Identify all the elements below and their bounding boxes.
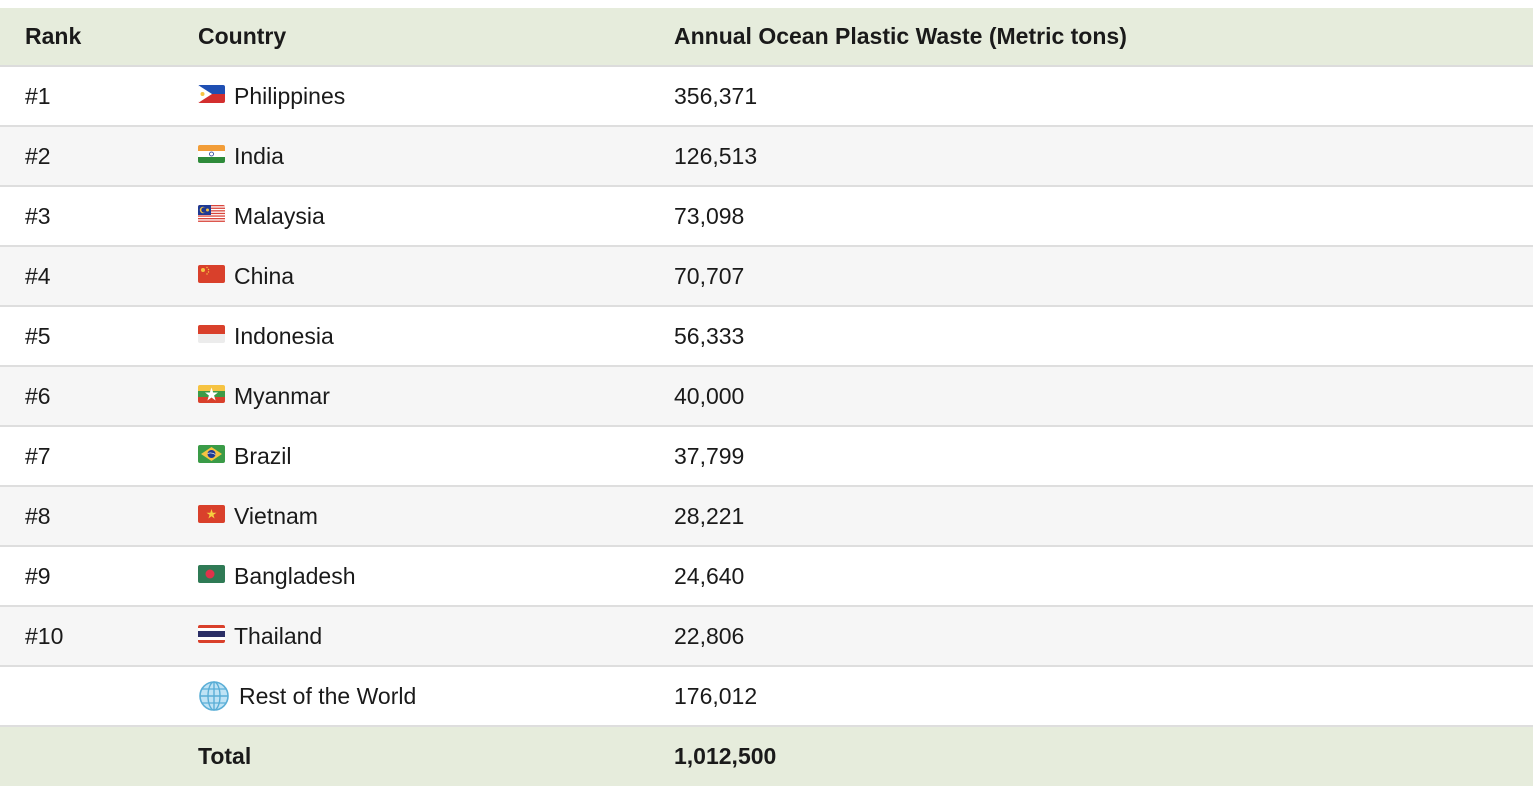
rank-cell: #6 — [25, 382, 51, 409]
table-row: #6 Myanmar 40,000 — [0, 367, 1533, 427]
value-cell: 24,640 — [674, 562, 745, 589]
ocean-plastic-table: Rank Country Annual Ocean Plastic Waste … — [0, 8, 1533, 786]
country-name: India — [234, 142, 284, 169]
value-cell: 22,806 — [674, 622, 745, 649]
country-cell: Malaysia — [172, 203, 648, 230]
column-header-rank: Rank — [25, 23, 82, 49]
table-row: #2 India 126,513 — [0, 127, 1533, 187]
value-cell: 28,221 — [674, 502, 745, 529]
globe-icon — [198, 680, 230, 712]
total-label: Total — [198, 743, 252, 769]
country-cell: Rest of the World — [172, 680, 648, 712]
value-cell: 176,012 — [674, 682, 758, 709]
rank-cell: #5 — [25, 322, 51, 349]
table-row: #8 Vietnam 28,221 — [0, 487, 1533, 547]
country-cell: China — [172, 263, 648, 290]
value-cell: 40,000 — [674, 382, 745, 409]
rank-cell: #2 — [25, 142, 51, 169]
table-header: Rank Country Annual Ocean Plastic Waste … — [0, 8, 1533, 67]
table-row: #3 Malaysia 73,0 — [0, 187, 1533, 247]
philippines-flag-icon — [198, 85, 225, 103]
country-name: Rest of the World — [239, 682, 417, 709]
value-cell: 356,371 — [674, 82, 758, 109]
country-cell: Philippines — [172, 83, 648, 110]
country-name: China — [234, 262, 295, 289]
malaysia-flag-icon — [198, 205, 225, 223]
country-name: Indonesia — [234, 322, 334, 349]
country-name: Philippines — [234, 82, 346, 109]
country-name: Thailand — [234, 622, 323, 649]
country-name: Bangladesh — [234, 562, 356, 589]
country-name: Myanmar — [234, 382, 330, 409]
table-row: #5 Indonesia 56,333 — [0, 307, 1533, 367]
rank-cell: #10 — [25, 622, 64, 649]
rank-cell: #1 — [25, 82, 51, 109]
country-cell: Thailand — [172, 623, 648, 650]
country-name: Vietnam — [234, 502, 318, 529]
value-cell: 37,799 — [674, 442, 745, 469]
rank-cell: #9 — [25, 562, 51, 589]
value-cell: 73,098 — [674, 202, 745, 229]
table-row: #4 China 70,707 — [0, 247, 1533, 307]
myanmar-flag-icon — [198, 385, 225, 403]
country-name: Malaysia — [234, 202, 325, 229]
country-cell: India — [172, 143, 648, 170]
column-header-country: Country — [198, 23, 287, 49]
rank-cell: #7 — [25, 442, 51, 469]
india-flag-icon — [198, 145, 225, 163]
column-header-value: Annual Ocean Plastic Waste (Metric tons) — [674, 23, 1127, 49]
indonesia-flag-icon — [198, 325, 225, 343]
rank-cell: #3 — [25, 202, 51, 229]
value-cell: 56,333 — [674, 322, 745, 349]
brazil-flag-icon — [198, 445, 225, 463]
thailand-flag-icon — [198, 625, 225, 643]
country-cell: Indonesia — [172, 323, 648, 350]
country-cell: Myanmar — [172, 383, 648, 410]
value-cell: 126,513 — [674, 142, 758, 169]
rank-cell: #4 — [25, 262, 51, 289]
total-value: 1,012,500 — [674, 743, 777, 769]
table-row: #9 Bangladesh 24,640 — [0, 547, 1533, 607]
vietnam-flag-icon — [198, 505, 225, 523]
value-cell: 70,707 — [674, 262, 745, 289]
country-cell: Brazil — [172, 443, 648, 470]
table-row: #1 Philippines 356,371 — [0, 67, 1533, 127]
china-flag-icon — [198, 265, 225, 283]
country-name: Brazil — [234, 442, 292, 469]
country-cell: Vietnam — [172, 503, 648, 530]
rank-cell: #8 — [25, 502, 51, 529]
bangladesh-flag-icon — [198, 565, 225, 583]
table-row: #7 Brazil 37,799 — [0, 427, 1533, 487]
table-row: Rest of the World 176,012 — [0, 667, 1533, 727]
total-row: Total 1,012,500 — [0, 727, 1533, 786]
country-cell: Bangladesh — [172, 563, 648, 590]
table-row: #10 Thailand 22,806 — [0, 607, 1533, 667]
